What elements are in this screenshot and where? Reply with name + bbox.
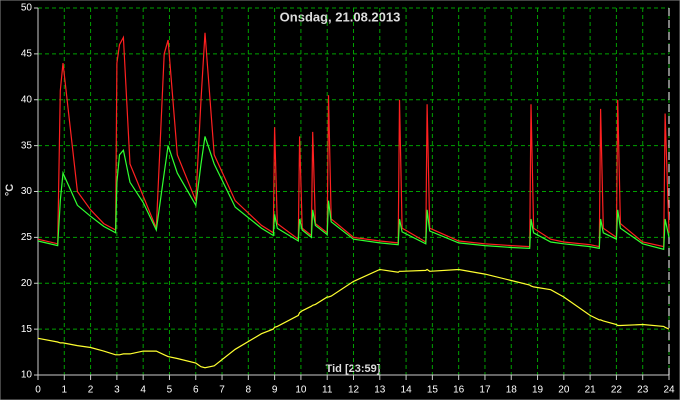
x-tick-label: 2	[88, 385, 94, 396]
x-tick-label: 6	[193, 385, 199, 396]
x-tick-label: 17	[479, 385, 491, 396]
x-tick-label: 13	[374, 385, 386, 396]
x-tick-label: 12	[348, 385, 360, 396]
y-tick-label: 35	[21, 140, 33, 151]
x-tick-label: 3	[114, 385, 120, 396]
y-tick-label: 25	[21, 232, 33, 243]
x-tick-label: 23	[637, 385, 649, 396]
y-tick-label: 50	[21, 3, 33, 14]
data-line	[37, 32, 670, 248]
x-tick-label: 15	[427, 385, 439, 396]
data-line	[37, 268, 670, 369]
x-tick-label: 11	[322, 385, 333, 396]
x-tick-label: 9	[272, 385, 278, 396]
x-tick-label: 20	[558, 385, 570, 396]
x-tick-label: 24	[663, 385, 675, 396]
x-tick-label: 7	[219, 385, 225, 396]
y-tick-label: 15	[21, 324, 33, 335]
data-line	[37, 136, 670, 251]
y-axis-label: °C	[4, 184, 16, 196]
x-tick-label: 22	[611, 385, 623, 396]
x-tick-label: 14	[401, 385, 413, 396]
y-tick-label: 45	[21, 49, 33, 60]
x-tick-label: 10	[295, 385, 307, 396]
x-tick-label: 4	[140, 385, 146, 396]
x-tick-label: 8	[246, 385, 252, 396]
y-tick-label: 10	[21, 370, 33, 381]
x-tick-label: 19	[532, 385, 544, 396]
y-tick-label: 30	[21, 186, 33, 197]
y-tick-label: 20	[21, 278, 33, 289]
x-tick-label: 18	[506, 385, 518, 396]
chart-title: Onsdag, 21.08.2013	[280, 9, 401, 24]
x-tick-label: 1	[62, 385, 68, 396]
y-tick-label: 40	[21, 94, 33, 105]
x-tick-label: 16	[453, 385, 465, 396]
x-tick-label: 5	[167, 385, 173, 396]
x-tick-label: 0	[35, 385, 41, 396]
x-tick-label: 21	[585, 385, 597, 396]
